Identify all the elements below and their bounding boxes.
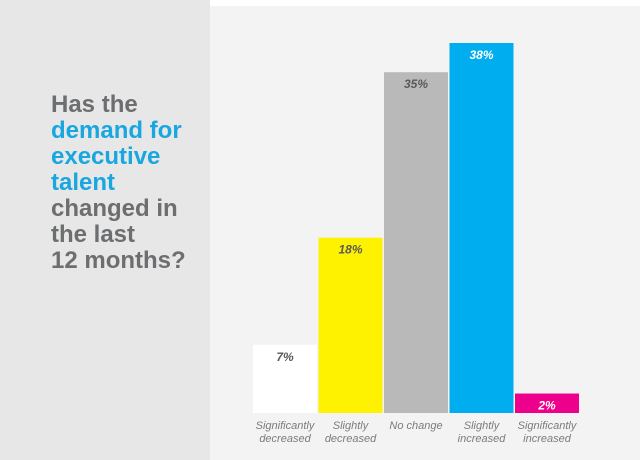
question-line: Has the [51,91,138,118]
bar-4 [515,393,579,413]
category-label: Slightly [464,420,501,432]
category-label: decreased [325,433,377,445]
category-label: Slightly [333,420,370,432]
chart-question-title: Has the demand for executive talent chan… [51,92,211,274]
question-line-highlight: talent [51,169,116,196]
category-label: No change [389,420,442,432]
bar-value-label: 38% [469,48,493,62]
category-label: Significantly [518,420,578,432]
bar-value-label: 7% [276,350,294,364]
question-line-highlight: demand for [51,117,182,144]
bar-3 [449,43,514,413]
category-label: Significantly [256,420,316,432]
question-line: changed in [51,195,178,222]
question-line: the last [51,221,136,248]
question-line-highlight: executive [51,143,161,170]
category-label: decreased [259,433,311,445]
question-panel [0,0,210,460]
category-label: increased [458,433,507,445]
bar-value-label: 2% [537,399,556,413]
category-label: increased [523,433,572,445]
bar-value-label: 35% [404,77,428,91]
bar-0 [253,344,317,413]
bar-1 [318,237,383,413]
bar-2 [384,72,448,414]
question-line: 12 months? [51,247,186,274]
bar-value-label: 18% [338,243,362,257]
